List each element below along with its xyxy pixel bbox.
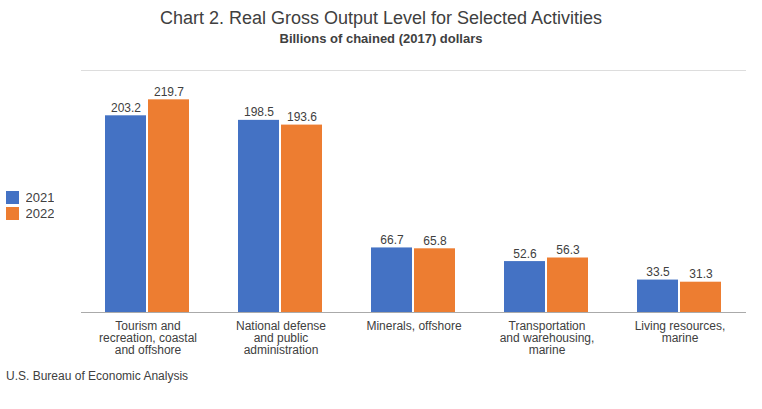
svg-text:56.3: 56.3 [556,243,580,257]
svg-text:Tourism andrecreation, coastal: Tourism andrecreation, coastaland offsho… [99,319,197,357]
svg-text:193.6: 193.6 [287,110,317,124]
svg-text:65.8: 65.8 [423,234,447,248]
svg-text:52.6: 52.6 [513,247,537,261]
svg-text:31.3: 31.3 [689,267,713,281]
svg-text:Minerals, offshore: Minerals, offshore [366,319,461,333]
svg-text:Transportationand warehousing,: Transportationand warehousing,marine [500,319,595,357]
html-text:2022: 2022 [25,205,55,221]
svg-text:219.7: 219.7 [154,85,184,99]
svg-text:33.5: 33.5 [646,265,670,279]
svg-text:National defenseand publicadmi: National defenseand publicadministration [236,319,326,357]
svg-text:203.2: 203.2 [111,101,141,115]
svg-text:198.5: 198.5 [244,105,274,119]
html-text:U.S. Bureau of Economic Analys: U.S. Bureau of Economic Analysis [6,369,189,383]
html-text:2021: 2021 [25,189,55,205]
html-text:Billions of chained (2017) dol: Billions of chained (2017) dollars [279,31,483,46]
html-text:Chart 2. Real Gross Output Lev: Chart 2. Real Gross Output Level for Sel… [159,8,603,28]
svg-text:Living resources,marine: Living resources,marine [635,319,726,345]
svg-text:66.7: 66.7 [380,233,404,247]
